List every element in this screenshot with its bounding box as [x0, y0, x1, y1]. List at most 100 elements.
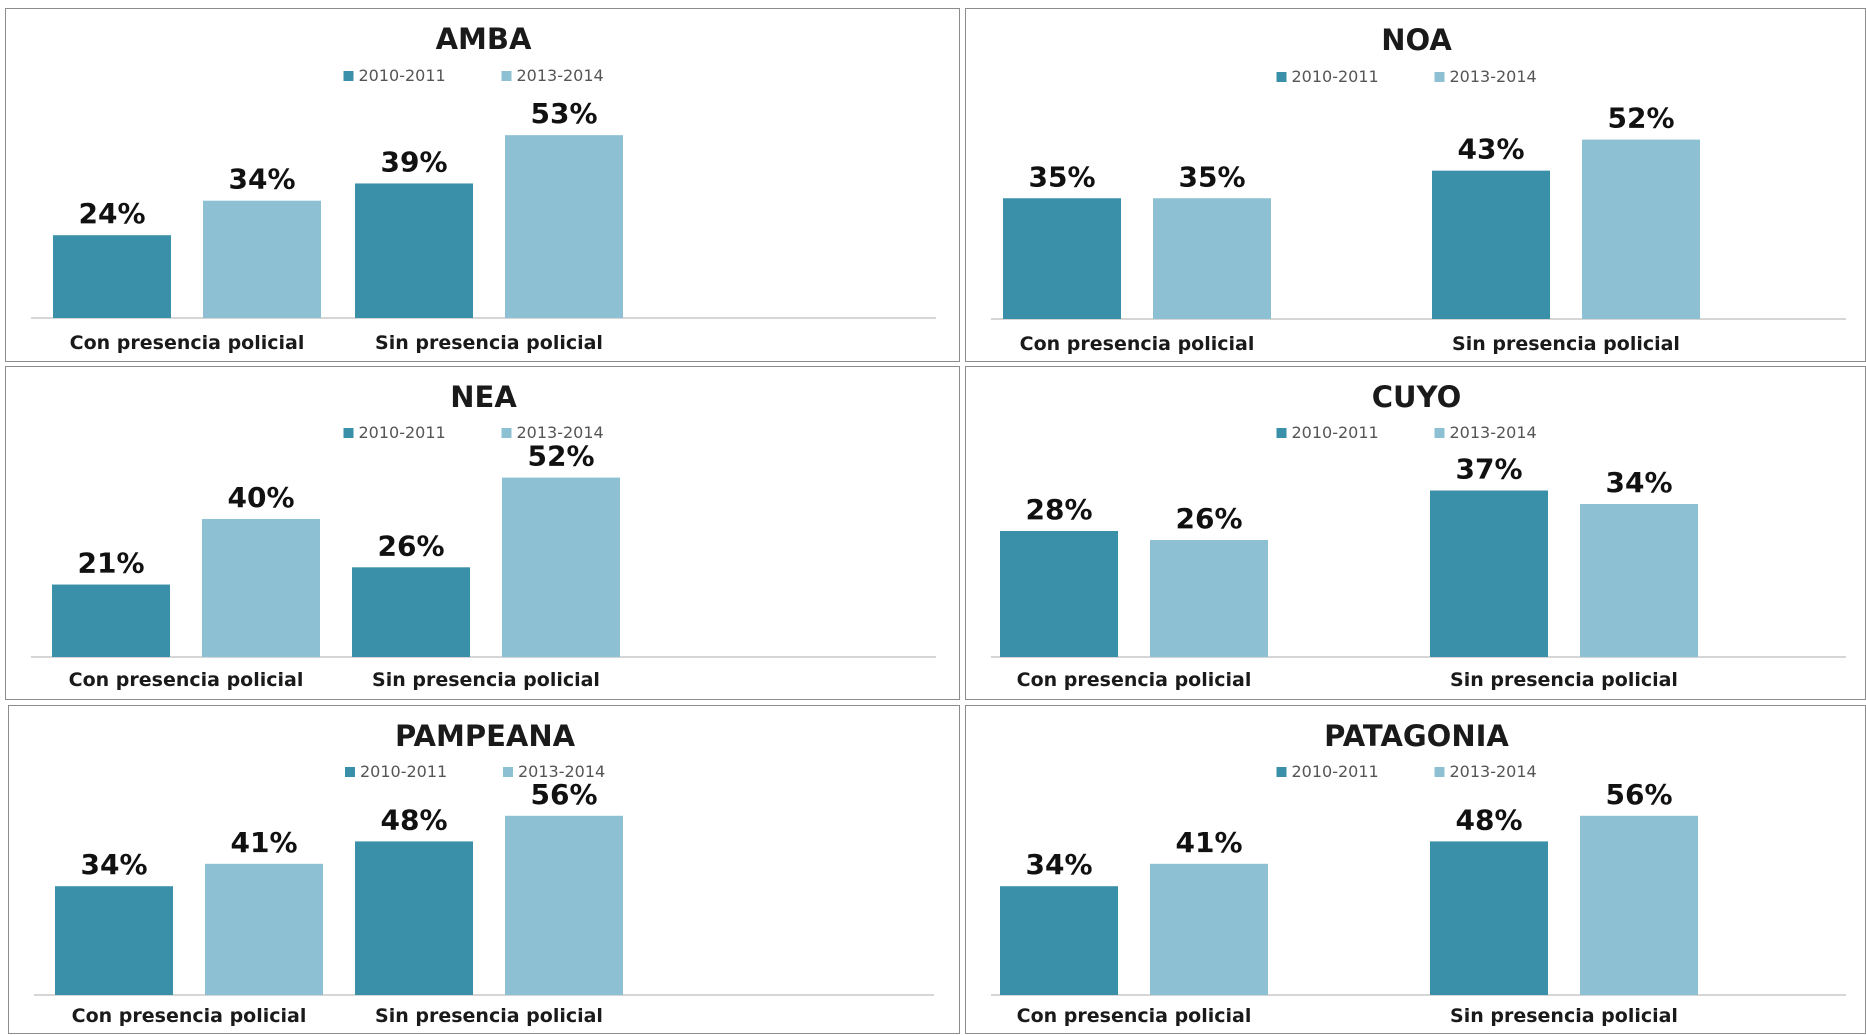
chart-panel-amba: AMBA 2010-2011 2013-2014 24% 34% Con presenci…: [5, 8, 960, 362]
category-label: Con presencia policial: [69, 669, 304, 691]
bar-2013-2014-sin-presencia-policial: [502, 477, 620, 657]
chart-panel-pampeana: PAMPEANA 2010-2011 2013-2014 34% 41% Con pres…: [8, 705, 960, 1034]
data-label: 39%: [380, 145, 447, 178]
bar-2010-2011-con-presencia-policial: [55, 886, 173, 995]
chart-panel-cuyo: CUYO 2010-2011 2013-2014 28% 26% Con presenci…: [965, 366, 1866, 700]
chart-title: NOA: [1381, 23, 1452, 57]
chart-panel-nea: NEA 2010-2011 2013-2014 21% 40% Con presencia…: [5, 366, 960, 700]
data-label: 41%: [230, 826, 297, 859]
legend-label-2010-2011: 2010-2011: [360, 762, 447, 781]
data-label: 34%: [1605, 466, 1672, 499]
bar-2010-2011-con-presencia-policial: [52, 584, 170, 657]
category-label: Con presencia policial: [72, 1005, 307, 1027]
data-label: 34%: [80, 848, 147, 881]
category-label: Con presencia policial: [1017, 669, 1252, 691]
bar-2010-2011-con-presencia-policial: [1003, 198, 1121, 319]
bar-2013-2014-con-presencia-policial: [203, 200, 321, 318]
data-label: 34%: [1025, 848, 1092, 881]
category-label: Sin presencia policial: [372, 669, 600, 691]
chart-title: AMBA: [436, 22, 532, 56]
category-label: Con presencia policial: [70, 332, 305, 354]
bar-2013-2014-sin-presencia-policial: [1582, 139, 1700, 319]
chart-svg: AMBA 2010-2011 2013-2014 24% 34% Con presenci…: [31, 22, 936, 354]
chart-svg: PAMPEANA 2010-2011 2013-2014 34% 41% Con pres…: [34, 719, 934, 1027]
legend-label-2013-2014: 2013-2014: [517, 423, 604, 442]
bar-2013-2014-sin-presencia-policial: [505, 815, 623, 995]
bar-2010-2011-sin-presencia-policial: [352, 567, 470, 657]
data-label: 21%: [77, 547, 144, 580]
legend-label-2013-2014: 2013-2014: [1450, 762, 1537, 781]
bar-2013-2014-con-presencia-policial: [1153, 198, 1271, 319]
data-label: 35%: [1178, 160, 1245, 193]
category-label: Con presencia policial: [1020, 333, 1255, 355]
bar-2010-2011-con-presencia-policial: [1000, 886, 1118, 995]
chart-title: PAMPEANA: [395, 719, 576, 753]
data-label: 28%: [1025, 493, 1092, 526]
chart-title: NEA: [450, 380, 517, 414]
legend-label-2010-2011: 2010-2011: [359, 423, 446, 442]
bar-2013-2014-sin-presencia-policial: [1580, 815, 1698, 995]
chart-panel-patagonia: PATAGONIA 2010-2011 2013-2014 34% 41% Con pre…: [965, 705, 1866, 1034]
legend-swatch-2013-2014: [1434, 428, 1445, 438]
data-label: 35%: [1028, 160, 1095, 193]
category-label: Sin presencia policial: [1450, 1005, 1678, 1027]
legend-label-2013-2014: 2013-2014: [517, 66, 604, 85]
data-label: 24%: [78, 197, 145, 230]
legend-swatch-2013-2014: [1434, 72, 1445, 82]
bar-2010-2011-sin-presencia-policial: [355, 183, 473, 318]
bar-2013-2014-con-presencia-policial: [205, 863, 323, 995]
bar-2010-2011-sin-presencia-policial: [355, 841, 473, 995]
legend-label-2010-2011: 2010-2011: [1292, 67, 1379, 86]
legend-swatch-2013-2014: [501, 428, 512, 438]
data-label: 56%: [530, 778, 597, 811]
legend-label-2010-2011: 2010-2011: [1292, 762, 1379, 781]
bar-2013-2014-con-presencia-policial: [202, 519, 320, 657]
legend-swatch-2010-2011: [1276, 72, 1287, 82]
data-label: 48%: [380, 803, 447, 836]
data-label: 37%: [1455, 453, 1522, 486]
legend-swatch-2010-2011: [1276, 767, 1287, 777]
data-label: 56%: [1605, 778, 1672, 811]
bar-2010-2011-con-presencia-policial: [53, 235, 171, 318]
data-label: 52%: [527, 440, 594, 473]
legend-swatch-2010-2011: [343, 71, 354, 81]
chart-title: PATAGONIA: [1324, 719, 1509, 753]
bar-2013-2014-sin-presencia-policial: [505, 135, 623, 318]
category-label: Con presencia policial: [1017, 1005, 1252, 1027]
category-label: Sin presencia policial: [375, 332, 603, 354]
chart-svg: CUYO 2010-2011 2013-2014 28% 26% Con presenci…: [991, 380, 1846, 691]
legend-label-2013-2014: 2013-2014: [1450, 423, 1537, 442]
data-label: 52%: [1607, 102, 1674, 135]
data-label: 43%: [1457, 133, 1524, 166]
legend-label-2010-2011: 2010-2011: [359, 66, 446, 85]
bar-2010-2011-con-presencia-policial: [1000, 531, 1118, 657]
data-label: 26%: [377, 529, 444, 562]
bar-2013-2014-con-presencia-policial: [1150, 540, 1268, 657]
bar-2010-2011-sin-presencia-policial: [1430, 490, 1548, 657]
data-label: 53%: [530, 97, 597, 130]
legend-label-2010-2011: 2010-2011: [1292, 423, 1379, 442]
legend-swatch-2013-2014: [1434, 767, 1445, 777]
data-label: 48%: [1455, 803, 1522, 836]
bar-2010-2011-sin-presencia-policial: [1432, 170, 1550, 319]
data-label: 40%: [227, 481, 294, 514]
category-label: Sin presencia policial: [375, 1005, 603, 1027]
bar-2013-2014-sin-presencia-policial: [1580, 504, 1698, 657]
data-label: 34%: [228, 163, 295, 196]
data-label: 26%: [1175, 502, 1242, 535]
category-label: Sin presencia policial: [1450, 669, 1678, 691]
chart-title: CUYO: [1372, 380, 1461, 414]
bar-2010-2011-sin-presencia-policial: [1430, 841, 1548, 995]
category-label: Sin presencia policial: [1452, 333, 1680, 355]
bar-2013-2014-con-presencia-policial: [1150, 863, 1268, 995]
legend-label-2013-2014: 2013-2014: [518, 762, 605, 781]
chart-svg: PATAGONIA 2010-2011 2013-2014 34% 41% Con pre…: [991, 719, 1846, 1027]
legend-swatch-2013-2014: [501, 71, 512, 81]
legend-swatch-2013-2014: [503, 767, 513, 777]
chart-panel-noa: NOA 2010-2011 2013-2014 35% 35% Con presencia…: [965, 8, 1866, 362]
legend-swatch-2010-2011: [1276, 428, 1287, 438]
legend-swatch-2010-2011: [343, 428, 354, 438]
legend-swatch-2010-2011: [345, 767, 355, 777]
